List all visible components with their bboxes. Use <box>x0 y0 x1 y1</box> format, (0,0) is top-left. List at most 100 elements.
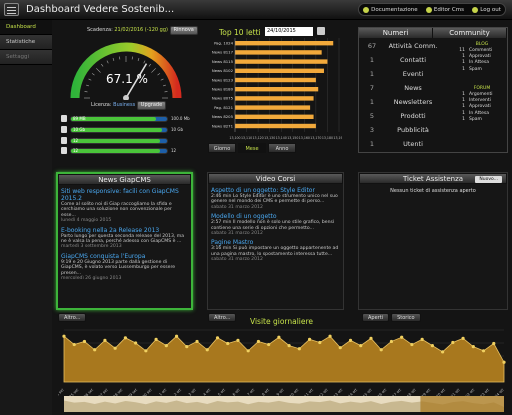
visits-point[interactable] <box>481 349 486 353</box>
numeri-count: 1 <box>369 70 375 78</box>
visits-point[interactable] <box>400 335 404 339</box>
news-more-button[interactable]: Altro... <box>58 313 87 322</box>
community-row: 1 Argomenti <box>457 92 507 98</box>
visits-point[interactable] <box>246 349 250 353</box>
renew-button[interactable]: Rinnova <box>169 26 198 35</box>
item-title-link[interactable]: Siti web responsive: facili con GiapCMS … <box>61 188 179 202</box>
visits-point[interactable] <box>185 345 189 349</box>
visits-point[interactable] <box>174 334 179 338</box>
visits-point[interactable] <box>348 338 353 342</box>
visits-point[interactable] <box>154 337 158 341</box>
usage-gauge <box>70 42 182 100</box>
visits-point[interactable] <box>359 344 363 348</box>
editor-cms-link[interactable]: Editor Cms <box>425 6 464 13</box>
visits-x-label: 12 ott <box>318 387 329 398</box>
visits-point[interactable] <box>226 341 230 346</box>
top10-bar[interactable] <box>235 68 324 73</box>
visits-point[interactable] <box>410 342 414 347</box>
logout-link[interactable]: Log out <box>472 6 501 13</box>
new-ticket-button[interactable]: Nuovo... <box>475 176 502 183</box>
visits-point[interactable] <box>492 341 496 346</box>
visits-point[interactable] <box>123 336 127 340</box>
community-count: 1 <box>462 66 465 72</box>
top10-bar[interactable] <box>235 77 316 83</box>
top10-bar[interactable] <box>235 105 311 110</box>
top10-bar[interactable] <box>235 123 316 129</box>
top10-bar[interactable] <box>235 41 334 46</box>
visits-point[interactable] <box>267 342 271 347</box>
tab-giorno[interactable]: Giorno <box>208 143 236 153</box>
item-title-link[interactable]: GiapCMS conquista l'Europa <box>61 252 146 260</box>
visits-x-label: 14 ott <box>348 387 359 398</box>
visits-x-label: 16 ott <box>377 387 388 398</box>
visits-point[interactable] <box>328 334 332 338</box>
gauge-tick <box>112 57 115 62</box>
visits-point[interactable] <box>72 342 76 347</box>
visits-x-label: 19 ott <box>421 387 432 398</box>
visits-point[interactable] <box>215 336 220 340</box>
top10-date-input[interactable]: 24/10/2015 <box>265 27 313 36</box>
visits-point[interactable] <box>389 339 394 344</box>
tab-mese[interactable]: Mese <box>238 143 266 153</box>
top10-x-tick: 13,140 <box>276 136 287 140</box>
item-title-link[interactable]: E-booking nella 2a Release 2013 <box>61 226 160 234</box>
visits-point[interactable] <box>451 340 455 345</box>
numeri-panel: Numeri Community 67 Attività Comm. 1 Contat… <box>358 27 508 153</box>
visits-point[interactable] <box>144 349 148 353</box>
item-date: sabato 31 marzo 2012 <box>211 231 263 237</box>
top10-category-label: News 8271 <box>212 123 234 128</box>
item-text: Come al solito noi di Giap raccogliamo l… <box>61 202 172 218</box>
visits-point[interactable] <box>256 339 261 344</box>
community-label: In Attesa <box>469 60 490 66</box>
visits-point[interactable] <box>338 346 342 350</box>
top10-bar[interactable] <box>235 96 314 101</box>
sidebar-item-dashboard[interactable]: Dashboard <box>0 20 52 35</box>
top10-bar[interactable] <box>235 87 319 92</box>
visits-point[interactable] <box>420 337 424 341</box>
item-title-link[interactable]: Modello di un oggetto <box>211 213 277 221</box>
ticket-history-button[interactable]: Storico <box>391 313 421 322</box>
visits-point[interactable] <box>62 334 66 338</box>
visits-point[interactable] <box>461 336 465 340</box>
visits-point[interactable] <box>441 350 445 354</box>
numeri-row: 1 Newsletters <box>363 98 453 109</box>
visits-point[interactable] <box>205 348 209 352</box>
visits-point[interactable] <box>379 348 383 352</box>
upgrade-button[interactable]: Upgrade <box>136 101 167 110</box>
visits-x-label: 25 set <box>69 387 80 398</box>
menu-icon[interactable] <box>4 3 19 16</box>
visits-point[interactable] <box>134 341 138 345</box>
calendar-icon[interactable] <box>317 27 325 35</box>
visits-x-label: 27 set <box>98 387 109 398</box>
video-panel: Video Corsi Aspetto di un oggetto: Style… <box>207 172 344 310</box>
visits-point[interactable] <box>369 336 373 340</box>
gauge-tick <box>143 60 146 64</box>
visits-point[interactable] <box>236 338 240 342</box>
visits-point[interactable] <box>307 337 312 341</box>
top10-bar[interactable] <box>235 59 328 64</box>
sidebar-item-settaggi[interactable]: Settaggi <box>0 50 52 65</box>
visits-navigator-selection[interactable] <box>420 396 504 412</box>
visits-point[interactable] <box>471 345 475 349</box>
visits-point[interactable] <box>113 346 117 350</box>
visits-point[interactable] <box>195 339 199 344</box>
visits-point[interactable] <box>318 340 322 345</box>
ticket-open-button[interactable]: Aperti <box>362 313 390 322</box>
top10-bar[interactable] <box>235 50 322 55</box>
visits-point[interactable] <box>164 344 168 348</box>
documentazione-link[interactable]: Documentazione <box>363 6 418 13</box>
video-more-button[interactable]: Altro... <box>208 313 237 322</box>
visits-point[interactable] <box>82 339 87 344</box>
top10-bar[interactable] <box>235 114 314 119</box>
visits-point[interactable] <box>277 335 281 339</box>
tab-anno[interactable]: Anno <box>268 143 296 153</box>
visits-point[interactable] <box>93 348 97 352</box>
visits-point[interactable] <box>502 360 506 364</box>
visits-point[interactable] <box>297 347 301 351</box>
visits-point[interactable] <box>103 338 107 342</box>
item-title-link[interactable]: Aspetto di un oggetto: Style Editor <box>211 187 315 194</box>
visits-point[interactable] <box>430 344 434 348</box>
item-title-link[interactable]: Pagine Mastro <box>211 239 254 247</box>
visits-point[interactable] <box>287 344 291 348</box>
sidebar-item-statistiche[interactable]: Statistiche <box>0 35 52 50</box>
